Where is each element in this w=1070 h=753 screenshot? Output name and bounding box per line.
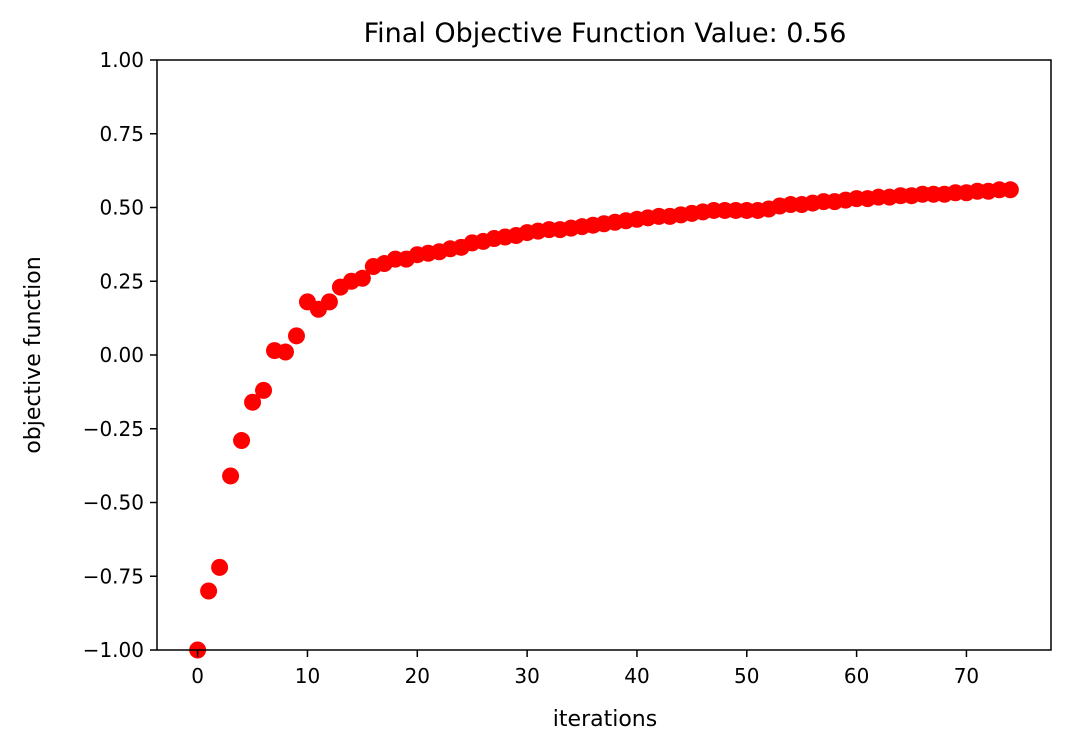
y-tick-label: 0.00 [99,343,144,367]
y-tick-label: 0.50 [99,196,144,220]
y-tick-label: −1.00 [83,638,144,662]
x-axis-ticks: 0 10 20 30 40 50 60 70 [191,650,979,688]
data-point [255,381,273,399]
x-tick-label: 10 [295,664,320,688]
data-point [211,558,229,576]
y-tick-label: −0.50 [83,491,144,515]
data-point [287,327,305,345]
x-tick-label: 70 [954,664,979,688]
data-point [222,467,240,485]
data-point [233,432,251,450]
y-tick-label: 0.75 [99,122,144,146]
y-tick-label: 1.00 [99,48,144,72]
y-axis-ticks: −1.00 −0.75 −0.50 −0.25 0.00 0.25 0.50 0.75 1.00 [83,48,157,662]
data-point [244,393,262,411]
data-point [200,582,218,600]
x-tick-label: 40 [624,664,649,688]
data-point [276,343,294,361]
y-tick-label: 0.25 [99,269,144,293]
x-tick-label: 0 [191,664,204,688]
chart-title: Final Objective Function Value: 0.56 [364,18,847,49]
x-tick-label: 50 [734,664,759,688]
y-tick-label: −0.25 [83,417,144,441]
x-tick-label: 30 [514,664,539,688]
data-point [1001,181,1019,199]
x-axis-label: iterations [553,707,657,732]
data-point [353,269,371,287]
x-tick-label: 20 [405,664,430,688]
y-axis-label: objective function [21,256,46,453]
data-points [189,181,1019,659]
data-point [320,293,338,311]
x-tick-label: 60 [844,664,869,688]
y-tick-label: −0.75 [83,564,144,588]
